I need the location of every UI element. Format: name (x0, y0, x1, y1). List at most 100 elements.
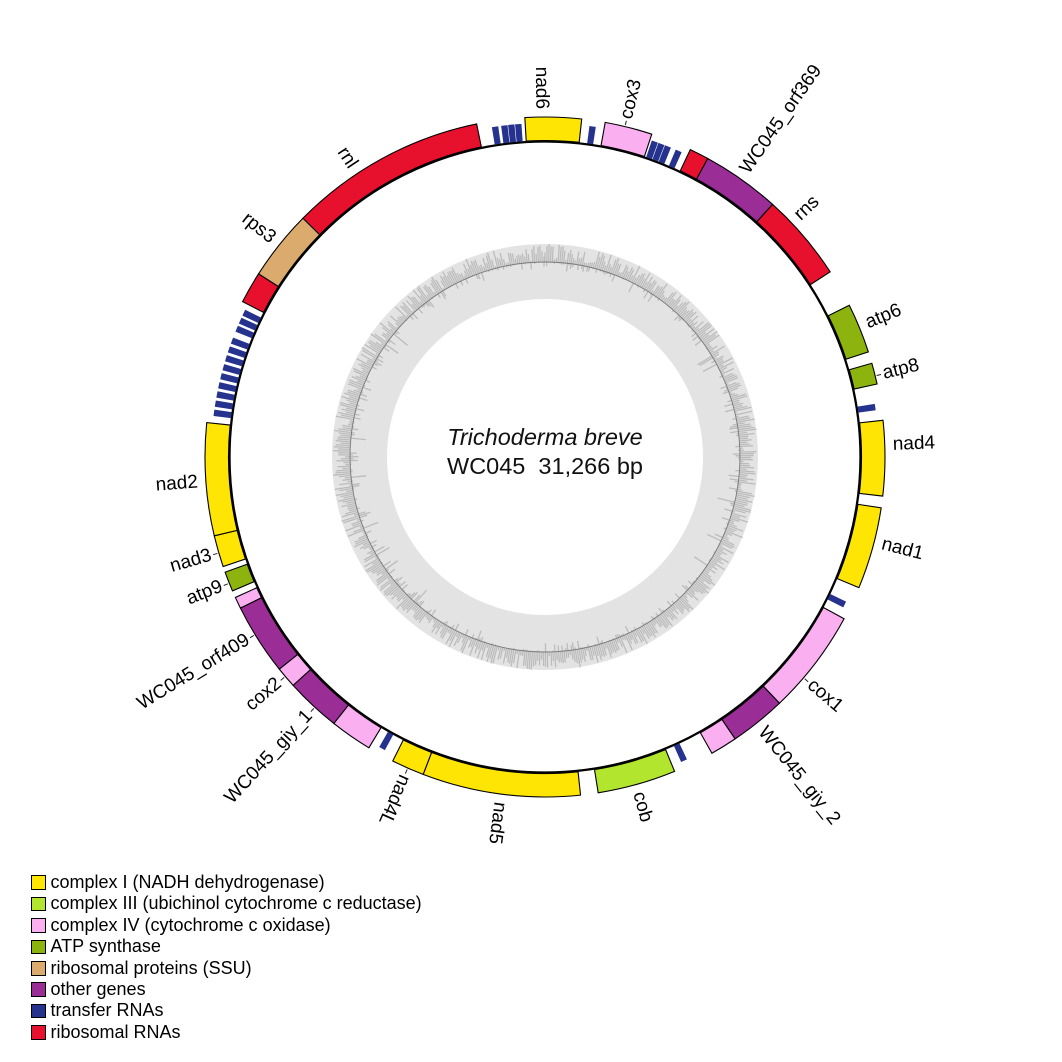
legend-label-complex1: complex I (NADH dehydrogenase) (50, 872, 325, 892)
gene-label-nad6: nad6 (531, 67, 552, 109)
legend-swatch-trna (31, 1003, 46, 1019)
gene-label-nad5: nad5 (484, 801, 510, 846)
trna-tick-11 (214, 400, 234, 410)
gene-arc-nad2 (204, 422, 238, 537)
gene-label-nad4L: nad4L (374, 771, 415, 828)
trna-tick-2 (646, 140, 658, 160)
legend-label-complex4: complex IV (cytochrome c oxidase) (50, 914, 331, 935)
center-label: Trichoderma breve WC045 31,266 bp (447, 423, 643, 481)
trna-tick-23 (501, 125, 510, 144)
label-leader-atp8 (876, 373, 882, 377)
trna-tick-4 (658, 145, 671, 164)
trna-tick-17 (227, 346, 247, 358)
label-leader-cox2 (280, 677, 285, 681)
gene-arc-WC045_giy_2 (721, 685, 781, 740)
trna-tick-14 (220, 373, 239, 384)
trna-tick-10 (213, 409, 232, 419)
trna-tick-7 (827, 594, 847, 608)
legend-item-other: other genes (31, 979, 422, 1000)
label-leader-cox3 (624, 120, 627, 126)
trna-tick-20 (238, 317, 258, 331)
organism-name: Trichoderma breve (447, 424, 643, 450)
label-leader-cox1 (804, 678, 809, 683)
gene-label-nad4: nad4 (892, 432, 935, 454)
trna-tick-13 (218, 382, 237, 393)
trna-tick-8 (673, 743, 687, 763)
trna-tick-21 (242, 309, 261, 323)
gene-arc-cox1-2 (699, 718, 736, 754)
gene-arc-WC045_orf409 (239, 596, 299, 670)
trna-tick-5 (668, 149, 682, 169)
gene-label-cox1: cox1 (803, 675, 847, 717)
gene-label-atp9: atp9 (183, 576, 225, 609)
genome-size: WC045 31,266 bp (447, 453, 643, 479)
gc-content-bars-inward (349, 261, 741, 652)
legend-label-trna: transfer RNAs (50, 1000, 164, 1021)
gene-label-nad3: nad3 (168, 545, 214, 577)
trna-tick-25 (515, 123, 523, 142)
gene-label-WC045_giy_2: WC045_giy_2 (754, 722, 845, 828)
gene-arc-nad5 (422, 751, 582, 798)
legend-label-other: other genes (50, 978, 146, 999)
gene-arc-nad4 (858, 419, 886, 497)
legend-swatch-complex4 (31, 918, 46, 933)
gene-arc-nad3 (213, 529, 247, 568)
legend-item-complex4: complex IV (cytochrome c oxidase) (31, 915, 422, 936)
legend-swatch-complex1 (31, 875, 46, 890)
gene-label-atp6: atp6 (862, 299, 904, 333)
gene-label-WC045_giy_1: WC045_giy_1 (221, 706, 317, 808)
gene-label-nad1: nad1 (879, 533, 925, 564)
legend-label-atp: ATP synthase (50, 936, 161, 957)
gene-arc-WC045_orf369 (695, 157, 774, 223)
label-leader-WC045_giy_1 (310, 708, 315, 713)
gene-arc-cox3 (600, 121, 653, 158)
label-leader-nad4L (404, 769, 408, 774)
legend-swatch-rps (31, 961, 46, 976)
trna-tick-3 (652, 142, 665, 162)
gene-arc-nad1 (836, 503, 882, 589)
trna-tick-15 (222, 364, 241, 375)
gene-label-cox2: cox2 (241, 673, 285, 715)
gene-arc-nad4L (392, 739, 433, 776)
trna-tick-16 (225, 355, 244, 367)
label-leader-atp9 (223, 583, 229, 586)
legend-label-complex3: complex III (ubichinol cytochrome c redu… (50, 893, 422, 914)
legend-item-complex3: complex III (ubichinol cytochrome c redu… (31, 893, 422, 914)
gene-label-cob: cob (628, 789, 656, 824)
legend-swatch-other (31, 982, 46, 997)
legend-label-rps: ribosomal proteins (SSU) (50, 957, 252, 978)
gene-label-rnl: rnl (333, 143, 362, 172)
trna-tick-24 (508, 124, 517, 143)
gene-label-WC045_orf409: WC045_orf409 (134, 629, 254, 714)
genome-circle (228, 140, 862, 774)
gene-label-rns: rns (790, 191, 824, 224)
legend-item-trna: transfer RNAs (31, 1000, 422, 1021)
legend-item-rps: ribosomal proteins (SSU) (31, 958, 422, 979)
label-leader-nad3 (212, 552, 218, 556)
gene-arc-rns-2 (756, 203, 831, 286)
trna-tick-22 (491, 126, 501, 145)
legend-swatch-rrna (31, 1025, 46, 1040)
legend: complex I (NADH dehydrogenase) complex II… (31, 872, 422, 1043)
gene-label-WC045_orf369: WC045_orf369 (736, 61, 827, 178)
gene-arc-rps3 (257, 217, 321, 288)
gc-content-bars-outward (333, 244, 757, 670)
gene-arc-cox2-3 (234, 587, 263, 609)
trna-tick-1 (587, 125, 596, 145)
gene-arc-nad6 (524, 116, 583, 143)
gene-arc-cob (593, 748, 676, 794)
gene-arc-atp8 (848, 362, 878, 390)
legend-swatch-complex3 (31, 896, 46, 912)
trna-tick-19 (235, 325, 254, 339)
trna-tick-18 (230, 337, 250, 350)
gene-arc-atp9 (224, 563, 255, 592)
trna-tick-9 (379, 731, 394, 751)
legend-item-atp: ATP synthase (31, 936, 422, 957)
legend-item-complex1: complex I (NADH dehydrogenase) (31, 872, 422, 893)
gc-content-band (332, 244, 758, 670)
gene-arc-rnl-2 (302, 123, 483, 236)
gene-label-cox3: cox3 (616, 77, 646, 121)
trna-tick-12 (216, 391, 235, 401)
